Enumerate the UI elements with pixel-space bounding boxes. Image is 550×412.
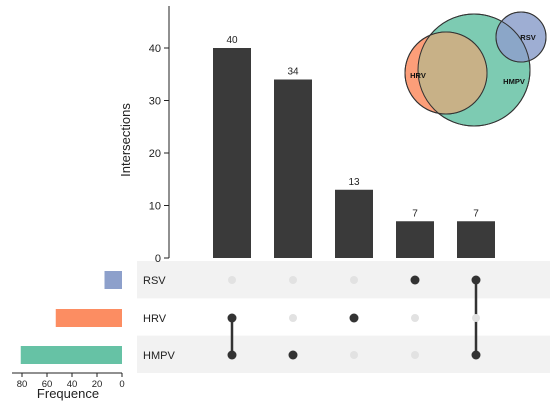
intersection-bar: [274, 79, 312, 258]
matrix-dot-inactive: [472, 314, 480, 322]
set-size-bar: [55, 309, 122, 327]
y-axis-label: Intersections: [118, 103, 133, 177]
matrix-dot-active: [471, 350, 481, 360]
set-size-tick-label: 40: [67, 379, 78, 390]
y-tick-label: 10: [149, 201, 161, 213]
y-tick-label: 20: [149, 148, 161, 160]
y-axis: Intersections 0 10 20 30 40: [118, 6, 170, 265]
intersection-bar-label: 7: [412, 208, 418, 219]
matrix-band: [137, 335, 550, 373]
set-size-bar: [20, 346, 122, 364]
venn-diagram: RSV HRV HMPV: [404, 11, 547, 127]
venn-outline-rsv: [495, 11, 547, 63]
set-size-tick-label: 0: [119, 379, 124, 390]
venn-overlap-hrv-hmpv: [418, 32, 487, 114]
y-tick-label: 0: [155, 253, 161, 265]
set-size-bars: RSV HRV HMPV: [20, 271, 175, 364]
matrix-dot-inactive: [350, 276, 358, 284]
set-name-label: HRV: [143, 313, 167, 325]
intersection-bar-label: 7: [473, 208, 479, 219]
set-size-axis-label: Frequence: [37, 386, 99, 401]
venn-label-hrv: HRV: [410, 71, 426, 80]
venn-label-rsv: RSV: [520, 33, 535, 42]
matrix-dot-inactive: [350, 351, 358, 359]
matrix-dot-active: [227, 350, 237, 360]
intersection-bar-label: 40: [226, 35, 238, 46]
set-size-bar: [104, 271, 122, 289]
set-size-axis: Frequence 80 60 40 20 0: [12, 372, 125, 401]
intersection-matrix: [227, 275, 481, 360]
venn-outline-hmpv: [417, 13, 531, 127]
intersection-bar: [335, 189, 373, 258]
set-size-tick-label: 20: [92, 379, 103, 390]
venn-label-hmpv: HMPV: [503, 77, 525, 86]
intersection-bar: [213, 48, 251, 258]
y-tick-label: 30: [149, 96, 161, 108]
matrix-dot-inactive: [228, 276, 236, 284]
intersection-bars: 40 34 13 7 7: [213, 35, 495, 258]
set-name-label: RSV: [143, 275, 166, 287]
matrix-band: [137, 261, 550, 299]
matrix-dot-inactive: [289, 314, 297, 322]
y-tick-label: 40: [149, 43, 161, 55]
intersection-bar: [457, 221, 495, 258]
set-size-tick-label: 80: [17, 379, 28, 390]
set-name-label: HMPV: [143, 350, 175, 362]
matrix-dot-inactive: [411, 351, 419, 359]
intersection-bar-label: 34: [287, 67, 299, 78]
matrix-dot-active: [288, 350, 298, 360]
matrix-dot-active: [227, 313, 237, 323]
matrix-dot-active: [410, 275, 420, 285]
intersection-bar-label: 13: [348, 177, 360, 188]
venn-outline-hrv: [404, 31, 488, 115]
matrix-dot-active: [471, 275, 481, 285]
matrix-dot-inactive: [411, 314, 419, 322]
matrix-dot-inactive: [289, 276, 297, 284]
intersection-bar: [396, 221, 434, 258]
matrix-dot-active: [349, 313, 359, 323]
matrix-bands: [137, 261, 550, 373]
set-size-tick-label: 60: [42, 379, 53, 390]
